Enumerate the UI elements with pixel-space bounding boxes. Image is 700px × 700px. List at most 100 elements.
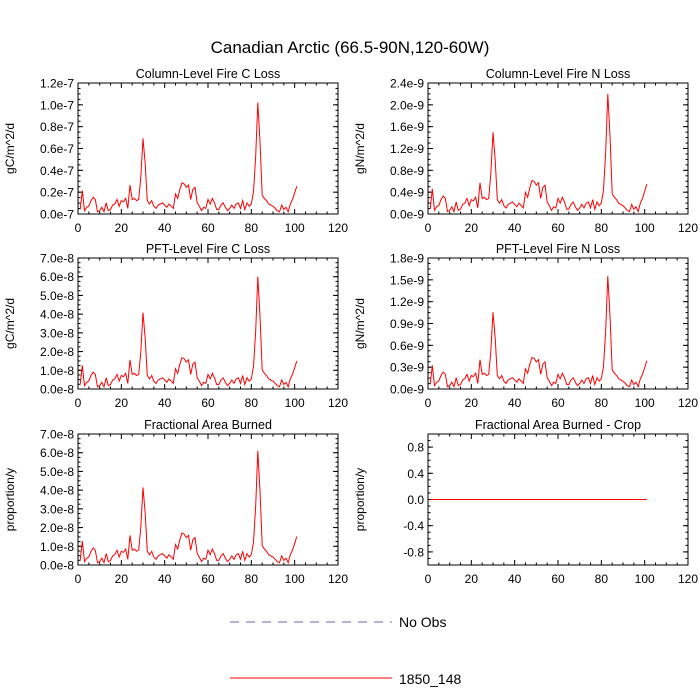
x-tick-label: 20	[115, 396, 129, 410]
y-tick-label: 6.0e-8	[40, 270, 74, 284]
y-tick-label: 7.0e-8	[40, 428, 74, 442]
panel-title: Fractional Area Burned	[144, 418, 272, 432]
x-tick-label: 60	[551, 221, 565, 235]
y-tick-label: 6.0e-8	[40, 446, 74, 460]
panel-6: Fractional Area Burned - Crop proportion/…	[353, 418, 698, 586]
y-tick-label: 4.0e-8	[40, 484, 74, 498]
y-tick-label: -0.8	[403, 545, 424, 559]
y-axis-label: proportion/y	[353, 468, 367, 531]
x-tick-label: 120	[328, 396, 348, 410]
y-tick-label: 0.9e-9	[390, 317, 424, 331]
y-tick-label: 2.0e-8	[40, 521, 74, 535]
x-tick-label: 120	[678, 221, 698, 235]
x-tick-label: 20	[115, 221, 129, 235]
x-tick-label: 40	[508, 396, 522, 410]
y-tick-label: 0.0e-9	[390, 208, 424, 222]
x-tick-label: 0	[425, 221, 432, 235]
plot-frame	[427, 257, 689, 390]
legend: No Obs 1850_148	[230, 614, 462, 687]
y-tick-label: 1.0e-8	[40, 540, 74, 554]
y-tick-label: 0.6e-9	[390, 339, 424, 353]
x-tick-label: 60	[201, 221, 215, 235]
series-line-1850-148	[429, 93, 648, 214]
x-tick-label: 40	[158, 221, 172, 235]
y-tick-label: 1.0e-7	[40, 98, 74, 112]
y-tick-label: 2.4e-9	[390, 77, 424, 91]
x-tick-label: 100	[635, 396, 655, 410]
x-tick-label: 100	[285, 572, 305, 586]
y-tick-label: 0.4	[407, 467, 424, 481]
x-tick-label: 60	[551, 396, 565, 410]
y-tick-label: 0.4e-9	[390, 186, 424, 200]
x-tick-label: 120	[328, 572, 348, 586]
y-tick-label: 2.0e-8	[40, 345, 74, 359]
x-tick-label: 0	[425, 396, 432, 410]
series-line-1850-148	[79, 276, 298, 389]
y-tick-label: 0.2e-7	[40, 186, 74, 200]
legend-label-1850-148: 1850_148	[399, 671, 462, 687]
x-tick-label: 80	[245, 572, 259, 586]
y-tick-label: 0.8	[407, 441, 424, 455]
y-tick-label: 0.0e-8	[40, 559, 74, 573]
x-tick-label: 80	[595, 396, 609, 410]
y-tick-label: 0.8e-7	[40, 120, 74, 134]
x-tick-label: 60	[201, 572, 215, 586]
x-tick-label: 0	[75, 396, 82, 410]
x-tick-label: 0	[425, 572, 432, 586]
y-axis-label: gN/m^2/d	[353, 298, 367, 349]
y-tick-label: 0.4e-7	[40, 164, 74, 178]
x-tick-label: 20	[115, 572, 129, 586]
x-tick-label: 80	[245, 221, 259, 235]
panel-3: PFT-Level Fire C Loss gC/m^2/d 0 20 40 60 80 10…	[3, 242, 348, 410]
x-tick-label: 40	[158, 572, 172, 586]
x-tick-label: 100	[285, 396, 305, 410]
y-tick-label: 2.0e-9	[390, 98, 424, 112]
y-tick-label: 3.0e-8	[40, 326, 74, 340]
y-tick-label: 0.0	[407, 493, 424, 507]
y-axis-label: gN/m^2/d	[353, 123, 367, 174]
x-tick-label: 80	[245, 396, 259, 410]
panel-title: Column-Level Fire C Loss	[136, 67, 281, 81]
y-tick-label: 1.0e-8	[40, 364, 74, 378]
x-tick-label: 0	[75, 572, 82, 586]
plot-frame	[77, 433, 339, 566]
y-tick-label: 0.0e-9	[390, 383, 424, 397]
panel-title: PFT-Level Fire C Loss	[146, 242, 270, 256]
y-tick-label: 1.6e-9	[390, 120, 424, 134]
y-tick-label: 0.3e-9	[390, 361, 424, 375]
y-tick-label: 3.0e-8	[40, 502, 74, 516]
x-tick-label: 40	[158, 396, 172, 410]
y-tick-label: 5.0e-8	[40, 289, 74, 303]
x-tick-label: 100	[635, 221, 655, 235]
panel-1: Column-Level Fire C Loss gC/m^2/d 0 20 40 60 8…	[3, 67, 348, 235]
y-tick-label: 1.8e-9	[390, 252, 424, 266]
plot-frame	[77, 82, 339, 215]
y-tick-label: 1.2e-9	[390, 295, 424, 309]
y-tick-label: -0.4	[403, 519, 424, 533]
y-tick-label: 1.2e-7	[40, 77, 74, 91]
y-tick-label: 5.0e-8	[40, 465, 74, 479]
series-line-1850-148	[79, 450, 298, 565]
y-axis-label: proportion/y	[3, 468, 17, 531]
panel-4: PFT-Level Fire N Loss gN/m^2/d 0 20 40 60 80 10…	[353, 242, 698, 410]
y-tick-label: 0.0e-8	[40, 383, 74, 397]
plot-frame	[77, 257, 339, 390]
series-line-1850-148	[429, 276, 648, 389]
legend-label-no-obs: No Obs	[399, 614, 446, 630]
x-tick-label: 20	[465, 572, 479, 586]
y-axis-label: gC/m^2/d	[3, 298, 17, 349]
x-tick-label: 60	[201, 396, 215, 410]
x-tick-label: 40	[508, 221, 522, 235]
y-tick-label: 1.5e-9	[390, 273, 424, 287]
x-tick-label: 120	[678, 396, 698, 410]
x-tick-label: 80	[595, 221, 609, 235]
x-tick-label: 80	[595, 572, 609, 586]
y-tick-label: 0.0e-7	[40, 208, 74, 222]
panel-title: Fractional Area Burned - Crop	[475, 418, 641, 432]
panel-title: PFT-Level Fire N Loss	[496, 242, 620, 256]
x-tick-label: 60	[551, 572, 565, 586]
chart-panels: Column-Level Fire C Loss gC/m^2/d 0 20 40 60 8…	[3, 67, 698, 586]
y-axis-label: gC/m^2/d	[3, 123, 17, 174]
x-tick-label: 20	[465, 221, 479, 235]
